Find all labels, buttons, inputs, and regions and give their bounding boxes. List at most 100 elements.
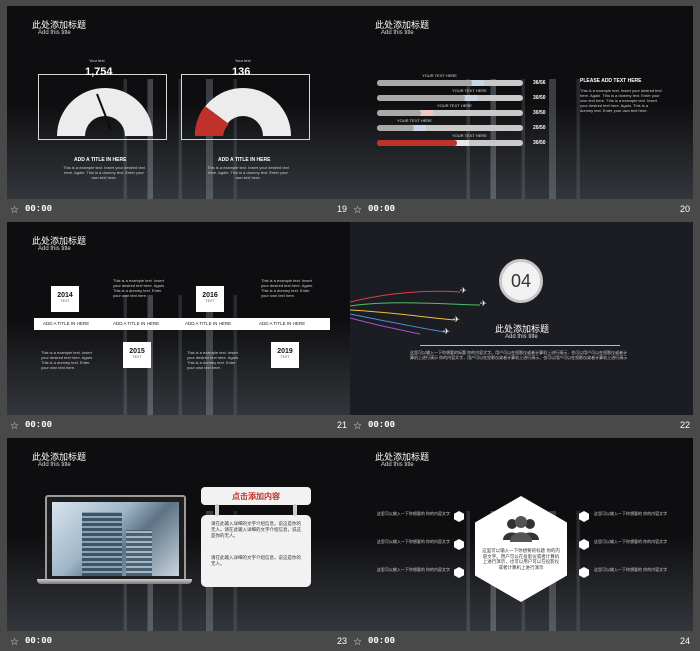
timeline-text: This is a example text. Insert your desi… bbox=[41, 350, 94, 370]
slide-canvas[interactable]: ✈ ✈ ✈ ✈ 04 此处添加标题 Add this title 这里可以输入一… bbox=[350, 222, 693, 415]
building-photo bbox=[52, 502, 179, 576]
slide-subtitle: Add this title bbox=[381, 30, 414, 36]
slide-thumbnail-20[interactable]: 此处添加标题 Add this title YOUR TEXT HERE 36/5… bbox=[350, 6, 693, 219]
star-icon[interactable]: ☆ bbox=[10, 421, 19, 432]
slide-timing: 00:00 bbox=[368, 636, 396, 646]
center-text: 这里可以输入一下你想要的标题 你的内容文字。用户可以在投影仪或者计算机上进行演示… bbox=[482, 548, 560, 570]
star-icon[interactable]: ☆ bbox=[10, 637, 19, 648]
bar-label: YOUR TEXT HERE bbox=[452, 133, 487, 138]
slide-footer: ☆ 00:00 21 bbox=[7, 415, 350, 435]
slide-number: 21 bbox=[336, 420, 347, 430]
slide-timing: 00:00 bbox=[368, 420, 396, 430]
year-label: 2016 bbox=[202, 292, 218, 299]
slide-canvas[interactable]: 此处添加标题 Add this title 这里可以输入一下你想要的标题 你的内… bbox=[350, 438, 693, 631]
slide-timing: 00:00 bbox=[25, 204, 53, 214]
gauge-heading-2: ADD A TITLE IN HERE bbox=[218, 157, 271, 163]
bar-value: 30/50 bbox=[533, 110, 546, 116]
right-item: 这里可以输入一下你想要的 你的内容文字 bbox=[594, 567, 668, 572]
progress-bar-marker bbox=[465, 95, 477, 101]
slide-canvas[interactable]: 此处添加标题 Add this title ADD A TITLE IN HER… bbox=[7, 222, 350, 415]
timeline-text: This is a example text. Insert your desi… bbox=[187, 350, 240, 370]
timeline-year-box: 2014 TEXT bbox=[51, 286, 79, 312]
progress-bar bbox=[377, 110, 523, 116]
slide-thumbnail-23[interactable]: 此处添加标题 Add this title 点击添加内容 请在此输入详细的文字介… bbox=[7, 438, 350, 651]
progress-bar-fill bbox=[377, 140, 457, 146]
slide-footer: ☆ 00:00 20 bbox=[350, 199, 693, 219]
center-hexagon bbox=[475, 496, 567, 602]
timeline-year-box: 2015 TEXT bbox=[123, 342, 151, 368]
plane-icon: ✈ bbox=[443, 327, 450, 336]
slide-number: 23 bbox=[336, 636, 347, 646]
progress-bar bbox=[377, 80, 523, 86]
star-icon[interactable]: ☆ bbox=[353, 205, 362, 216]
slide-canvas[interactable]: 此处添加标题 Add this title Your text 1,754 Yo… bbox=[7, 6, 350, 199]
star-icon[interactable]: ☆ bbox=[10, 205, 19, 216]
plane-icon: ✈ bbox=[460, 286, 467, 295]
bar-label: YOUR TEXT HERE bbox=[397, 118, 432, 123]
slide-thumbnail-19[interactable]: 此处添加标题 Add this title Your text 1,754 Yo… bbox=[7, 6, 350, 219]
hex-bullet bbox=[454, 539, 464, 550]
bar-label: YOUR TEXT HERE bbox=[437, 103, 472, 108]
laptop-base bbox=[37, 579, 192, 584]
gauge-1 bbox=[57, 88, 153, 136]
section-body: 这里可以输入一下你想要的标题 你的内容文字。用户可以在投影仪或者计算机上进行演示… bbox=[410, 350, 628, 360]
slide-title: 此处添加标题 bbox=[375, 20, 430, 30]
slide-canvas[interactable]: 此处添加标题 Add this title 点击添加内容 请在此输入详细的文字介… bbox=[7, 438, 350, 631]
progress-bar-fill bbox=[377, 80, 472, 86]
gauge-2 bbox=[194, 88, 291, 136]
slide-thumbnail-22[interactable]: ✈ ✈ ✈ ✈ 04 此处添加标题 Add this title 这里可以输入一… bbox=[350, 222, 693, 435]
section-badge: 04 bbox=[499, 259, 543, 303]
year-tag: TEXT bbox=[132, 355, 142, 359]
slide-title: 此处添加标题 bbox=[32, 452, 87, 462]
year-tag: TEXT bbox=[60, 299, 70, 303]
timeline-text: This is a example text. Insert your desi… bbox=[261, 278, 314, 298]
slide-number: 19 bbox=[336, 204, 347, 214]
gauge-frame-1 bbox=[38, 74, 167, 140]
hex-bullet bbox=[579, 511, 589, 522]
slide-footer: ☆ 00:00 19 bbox=[7, 199, 350, 219]
bar-value: 20/50 bbox=[533, 125, 546, 131]
side-body: This is a example text. Insert your desi… bbox=[580, 88, 662, 113]
slide-title: 此处添加标题 bbox=[495, 324, 550, 334]
colored-flight-lines bbox=[350, 290, 481, 335]
slide-subtitle: Add this title bbox=[505, 334, 538, 340]
gauge-value-1: 1,754 bbox=[85, 66, 113, 78]
hex-bullet bbox=[454, 511, 464, 522]
card-header[interactable]: 点击添加内容 bbox=[201, 487, 311, 505]
year-tag: TEXT bbox=[205, 299, 215, 303]
progress-bar bbox=[377, 95, 523, 101]
plane-icon: ✈ bbox=[453, 315, 460, 324]
slide-canvas[interactable]: 此处添加标题 Add this title YOUR TEXT HERE 36/5… bbox=[350, 6, 693, 199]
left-item: 这里可以输入一下你想要的 你的内容文字 bbox=[376, 567, 450, 572]
slide-title: 此处添加标题 bbox=[32, 236, 87, 246]
bar-label: YOUR TEXT HERE bbox=[422, 73, 457, 78]
slide-thumbnail-21[interactable]: 此处添加标题 Add this title ADD A TITLE IN HER… bbox=[7, 222, 350, 435]
left-item: 这里可以输入一下你想要的 你的内容文字 bbox=[376, 539, 450, 544]
timeline-year-box: 2019 TEXT bbox=[271, 342, 299, 368]
hex-bullet bbox=[579, 567, 589, 578]
card-text-2: 请在此输入详细的文字介绍信息，说这是你的无人。 bbox=[211, 555, 301, 566]
bar-value: 30/50 bbox=[533, 95, 546, 101]
progress-bar-marker bbox=[472, 80, 484, 86]
slide-subtitle: Add this title bbox=[381, 462, 414, 468]
progress-bar bbox=[377, 140, 523, 146]
plane-icon: ✈ bbox=[480, 299, 487, 308]
timeline-caption: ADD A TITLE IN HERE bbox=[113, 321, 160, 326]
gauge-label-1: Your text bbox=[89, 58, 105, 63]
slide-thumbnail-24[interactable]: 此处添加标题 Add this title 这里可以输入一下你想要的标题 你的内… bbox=[350, 438, 693, 651]
year-label: 2019 bbox=[277, 348, 293, 355]
timeline-band bbox=[34, 318, 330, 330]
star-icon[interactable]: ☆ bbox=[353, 637, 362, 648]
bar-label: YOUR TEXT HERE bbox=[452, 88, 487, 93]
gauge-frame-2 bbox=[181, 74, 310, 140]
progress-bar-marker bbox=[414, 125, 426, 131]
section-number: 04 bbox=[510, 271, 532, 291]
star-icon[interactable]: ☆ bbox=[353, 421, 362, 432]
slide-title: 此处添加标题 bbox=[375, 452, 430, 462]
side-heading: PLEASE ADD TEXT HERE bbox=[580, 78, 642, 84]
progress-bar-marker bbox=[457, 140, 469, 146]
year-label: 2014 bbox=[57, 292, 73, 299]
timeline-caption: ADD A TITLE IN HERE bbox=[259, 321, 306, 326]
slide-footer: ☆ 00:00 24 bbox=[350, 631, 693, 651]
slide-number: 20 bbox=[679, 204, 690, 214]
